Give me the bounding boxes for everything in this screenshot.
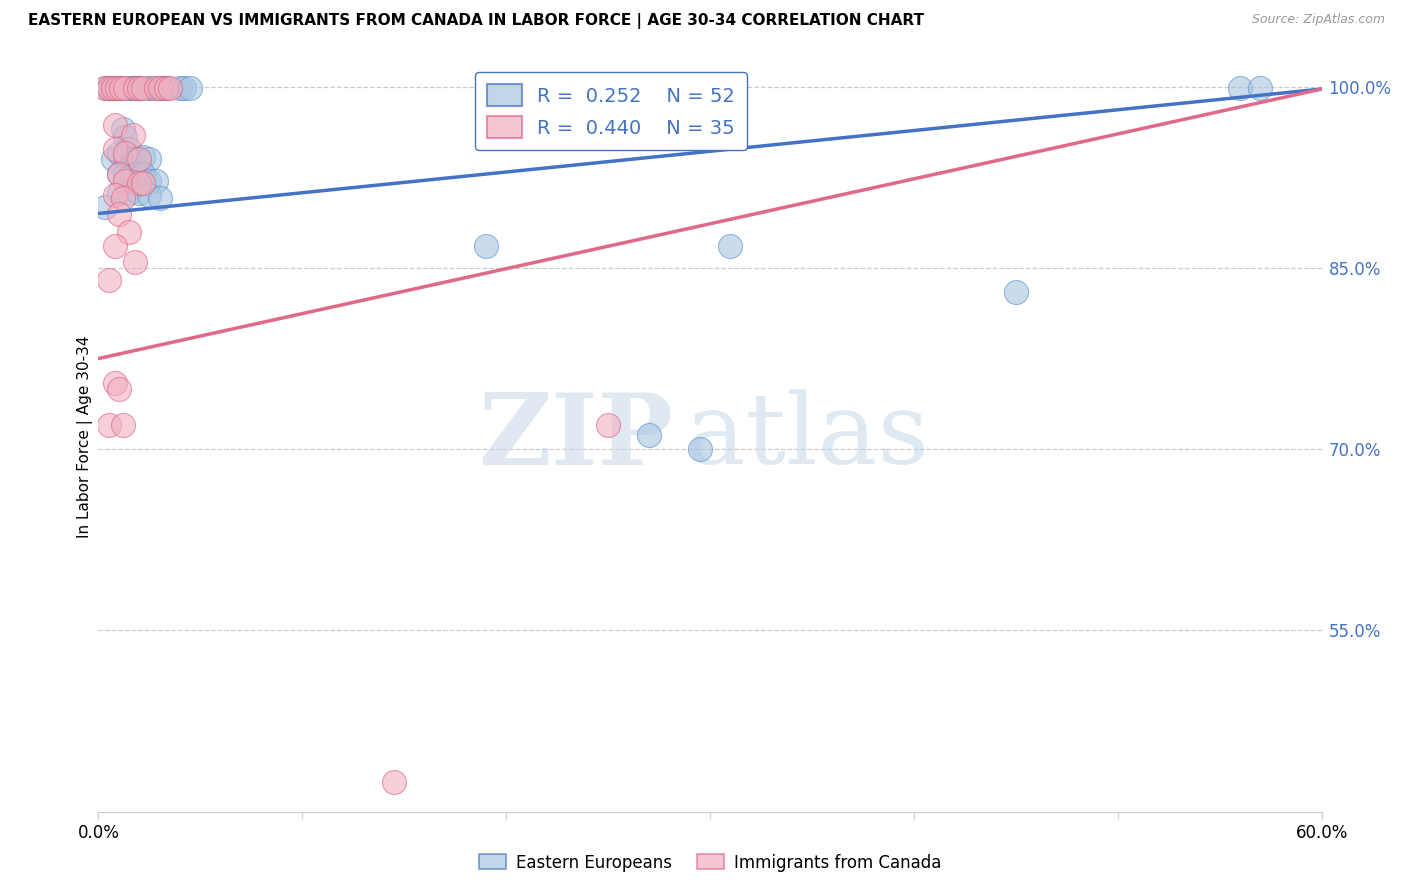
Point — [132, 150, 155, 164]
Point — [132, 80, 155, 95]
Point — [474, 239, 498, 253]
Point — [114, 80, 136, 95]
Point — [108, 167, 131, 181]
Point — [149, 80, 172, 95]
Point — [97, 417, 120, 432]
Point — [150, 80, 173, 95]
Text: EASTERN EUROPEAN VS IMMIGRANTS FROM CANADA IN LABOR FORCE | AGE 30-34 CORRELATIO: EASTERN EUROPEAN VS IMMIGRANTS FROM CANA… — [28, 13, 924, 29]
Point — [118, 186, 141, 200]
Point — [104, 80, 127, 95]
Text: atlas: atlas — [686, 389, 928, 485]
Point — [97, 80, 120, 95]
Point — [179, 80, 201, 95]
Point — [1249, 80, 1271, 95]
Point — [122, 80, 145, 95]
Point — [155, 80, 177, 95]
Point — [145, 80, 167, 95]
Point — [122, 128, 145, 142]
Point — [141, 80, 163, 95]
Legend: Eastern Europeans, Immigrants from Canada: Eastern Europeans, Immigrants from Canad… — [472, 847, 948, 879]
Point — [159, 80, 181, 95]
Point — [108, 80, 131, 95]
Point — [114, 167, 136, 181]
Point — [382, 774, 405, 789]
Point — [132, 176, 155, 190]
Point — [114, 146, 136, 161]
Point — [101, 80, 124, 95]
Point — [108, 206, 131, 220]
Point — [108, 186, 131, 200]
Point — [720, 239, 742, 253]
Point — [118, 225, 141, 239]
Point — [101, 80, 124, 95]
Point — [124, 80, 146, 95]
Point — [118, 170, 141, 185]
Point — [108, 382, 131, 396]
Point — [145, 174, 167, 188]
Point — [127, 80, 149, 95]
Point — [93, 201, 115, 215]
Point — [93, 80, 115, 95]
Point — [155, 80, 177, 95]
Point — [108, 167, 131, 181]
Point — [128, 80, 150, 95]
Point — [128, 152, 150, 166]
Point — [108, 146, 131, 161]
Point — [114, 150, 136, 164]
Point — [149, 191, 172, 205]
Point — [104, 376, 127, 390]
Point — [104, 239, 127, 253]
Point — [124, 255, 146, 269]
Text: Source: ZipAtlas.com: Source: ZipAtlas.com — [1251, 13, 1385, 27]
Point — [124, 80, 146, 95]
Point — [104, 188, 127, 202]
Point — [1229, 80, 1251, 95]
Point — [110, 80, 132, 95]
Point — [114, 174, 136, 188]
Point — [111, 122, 134, 136]
Point — [138, 152, 160, 166]
Point — [132, 167, 155, 181]
Point — [1004, 285, 1026, 299]
Point — [97, 273, 120, 287]
Point — [149, 80, 172, 95]
Point — [138, 188, 160, 202]
Point — [104, 118, 127, 132]
Point — [93, 80, 115, 95]
Point — [111, 417, 134, 432]
Text: ZIP: ZIP — [478, 389, 673, 485]
Point — [97, 80, 120, 95]
Point — [689, 442, 711, 457]
Y-axis label: In Labor Force | Age 30-34: In Labor Force | Age 30-34 — [76, 335, 93, 539]
Point — [173, 80, 195, 95]
Point — [118, 143, 141, 157]
Point — [118, 80, 141, 95]
Point — [138, 174, 160, 188]
Point — [101, 152, 124, 166]
Point — [114, 130, 136, 145]
Point — [598, 417, 620, 432]
Point — [128, 176, 150, 190]
Point — [152, 80, 174, 95]
Point — [169, 80, 191, 95]
Point — [127, 152, 149, 166]
Point — [638, 427, 661, 442]
Point — [100, 80, 122, 95]
Point — [105, 80, 128, 95]
Point — [124, 167, 146, 181]
Point — [111, 191, 134, 205]
Point — [138, 80, 160, 95]
Point — [122, 152, 145, 166]
Point — [104, 143, 127, 157]
Point — [128, 186, 150, 200]
Point — [128, 80, 150, 95]
Point — [105, 80, 128, 95]
Point — [120, 80, 142, 95]
